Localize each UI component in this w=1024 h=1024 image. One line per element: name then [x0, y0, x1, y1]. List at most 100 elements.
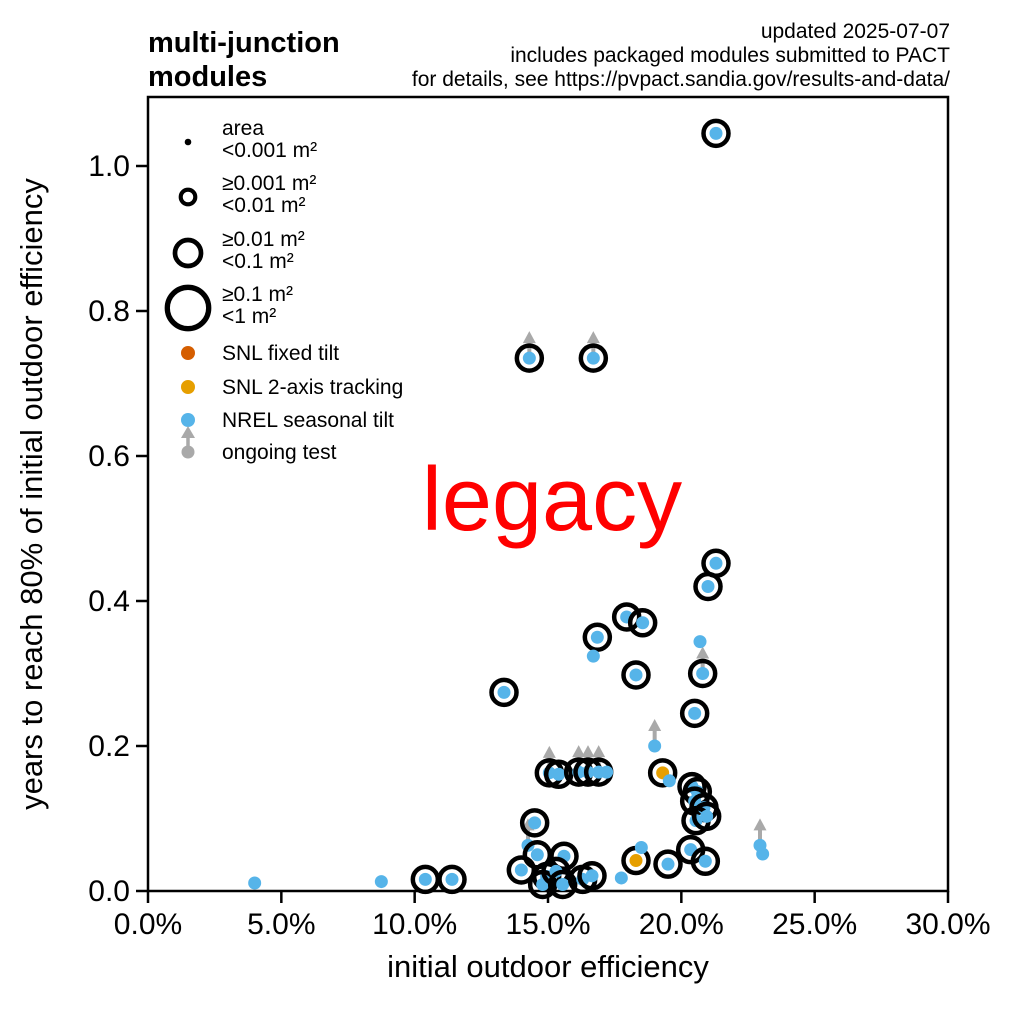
data-point-dot [696, 667, 710, 680]
chart-legend: area<0.001 m² ≥0.001 m²<0.01 m² ≥0.01 m²<0… [164, 117, 403, 464]
legend-series-label: NREL seasonal tilt [222, 409, 394, 432]
data-point-dot [662, 774, 676, 788]
data-point-dot [709, 126, 723, 140]
legend-size-ring [164, 284, 212, 332]
y-tick-label: 0.8 [88, 295, 130, 328]
updated-date-note: updated 2025-07-07 [761, 20, 950, 43]
data-point-size-ring [691, 801, 722, 832]
chart-title-line2: modules [148, 61, 267, 93]
data-point-dot [693, 635, 707, 649]
details-url-note: for details, see https://pvpact.sandia.g… [412, 68, 950, 91]
y-tick-label: 0.0 [88, 875, 130, 908]
ongoing-arrow-head [648, 719, 662, 731]
data-point-dot [629, 668, 643, 682]
legend-size-dot [184, 138, 192, 146]
data-point-dot [636, 616, 650, 630]
legend-series-label: ongoing test [222, 441, 337, 464]
y-axis-title: years to reach 80% of initial outdoor ef… [14, 178, 49, 810]
legend-size-label: ≥0.1 m² [222, 283, 293, 306]
data-point-size-ring [687, 658, 718, 689]
data-point-dot [585, 869, 599, 883]
data-point-dot [701, 580, 715, 593]
x-tick-label: 5.0% [247, 908, 315, 941]
data-point-dot [634, 841, 648, 854]
data-point-size-ring [547, 869, 578, 900]
data-point-size-ring [679, 698, 710, 729]
data-point-dot [709, 556, 723, 570]
legend-series-label: SNL fixed tilt [222, 342, 339, 365]
legend-ongoing-dot [181, 445, 195, 459]
data-point-dot [600, 765, 614, 779]
data-point-dot [445, 872, 459, 886]
data-point-dot [514, 863, 528, 877]
ongoing-arrow-head [572, 745, 586, 758]
data-point-size-ring [519, 808, 550, 838]
data-point-size-ring [701, 118, 731, 149]
legend-size-label: <0.001 m² [222, 139, 317, 162]
legend-series-dot [181, 380, 195, 394]
ongoing-arrow-head [581, 745, 595, 758]
data-point-size-ring [437, 864, 467, 895]
chart-title-line1: multi-junction [148, 27, 340, 59]
data-points [248, 118, 770, 900]
data-point-size-ring [693, 571, 723, 602]
data-point-dot [698, 854, 712, 868]
legend-size-label: ≥0.01 m² [222, 228, 305, 251]
legend-arrow-head [181, 426, 195, 438]
ongoing-arrow-head [522, 331, 536, 344]
legend-size-ring [178, 187, 198, 207]
ongoing-arrow-head [592, 745, 606, 758]
pact-note: includes packaged modules submitted to P… [510, 44, 950, 67]
data-point-size-ring [578, 343, 609, 373]
legend-size-label: <1 m² [222, 305, 276, 328]
legend-series-label: SNL 2-axis tracking [222, 376, 403, 399]
x-tick-label: 30.0% [905, 908, 990, 941]
legend-series-dot [181, 413, 195, 427]
data-point-dot [648, 739, 662, 753]
y-tick-label: 0.2 [88, 730, 130, 763]
data-point-size-ring [549, 841, 579, 871]
ongoing-arrow-head [696, 646, 710, 659]
data-point-size-ring [514, 343, 545, 373]
data-point-size-ring [582, 622, 613, 652]
data-point-dot [756, 847, 770, 861]
data-point-size-ring [621, 660, 651, 690]
data-point-dot [629, 854, 643, 868]
y-tick-label: 1.0 [88, 150, 130, 183]
data-point-dot [590, 630, 604, 644]
legend-size-label: ≥0.001 m² [222, 172, 316, 195]
x-axis-title: initial outdoor efficiency [387, 949, 709, 984]
data-point-dot [586, 649, 600, 663]
ongoing-arrow-head [542, 745, 556, 758]
y-tick-label: 0.6 [88, 440, 130, 473]
data-point-dot [661, 857, 675, 871]
data-point-size-ring [577, 861, 607, 891]
data-point-size-ring [611, 602, 642, 632]
x-axis-ticks: 0.0% 5.0% 10.0% 15.0% 20.0% 25.0% 30.0% [114, 891, 991, 941]
legend-size-label: <0.1 m² [222, 250, 294, 273]
legend-series-dot [181, 346, 195, 360]
data-point-dot [700, 809, 714, 823]
data-point-dot [688, 706, 702, 720]
data-point-size-ring [627, 608, 658, 638]
legend-size-ring [172, 237, 204, 269]
ongoing-arrow-head [753, 818, 767, 831]
x-tick-label: 15.0% [505, 908, 590, 941]
y-axis-ticks: 0.0 0.2 0.4 0.6 0.8 1.0 [88, 150, 148, 908]
legacy-annotation: legacy [422, 450, 682, 550]
data-point-dot [374, 875, 388, 889]
data-point-dot [248, 876, 262, 890]
data-point-size-ring [543, 759, 574, 790]
x-tick-label: 0.0% [114, 908, 182, 941]
data-point-dot [552, 767, 566, 781]
data-point-dot [418, 872, 432, 886]
data-point-size-ring [653, 849, 683, 879]
data-point-size-ring [647, 758, 678, 788]
data-point-dot [497, 685, 511, 699]
data-point-dot [614, 871, 628, 885]
x-tick-label: 20.0% [639, 908, 724, 941]
y-tick-label: 0.4 [88, 585, 130, 618]
data-point-dot [556, 877, 570, 891]
